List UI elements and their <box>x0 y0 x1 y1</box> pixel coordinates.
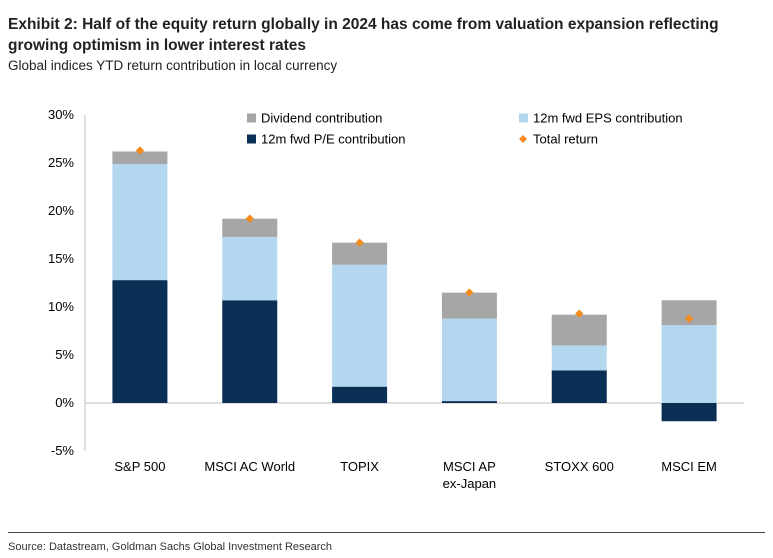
total-return-marker <box>135 146 145 155</box>
y-tick-label: 10% <box>48 299 74 314</box>
y-tick-label: 25% <box>48 155 74 170</box>
y-tick-label: 20% <box>48 203 74 218</box>
total-return-marker <box>465 288 474 297</box>
x-category-label: S&P 500 <box>114 459 165 474</box>
bar-eps-segment <box>661 325 717 403</box>
total-return-marker <box>355 238 364 247</box>
bar-pe-segment <box>551 370 607 403</box>
x-category-label: STOXX 600 <box>545 459 614 474</box>
legend-label: 12m fwd P/E contribution <box>261 132 406 147</box>
total-return-marker <box>684 314 694 323</box>
legend-label: Total return <box>533 132 598 147</box>
chart-subtitle: Global indices YTD return contribution i… <box>8 58 338 73</box>
x-category-label: MSCI AP <box>443 459 496 474</box>
bar-pe-segment <box>332 386 388 403</box>
x-category-label: MSCI EM <box>661 459 717 474</box>
bar-dividend-segment <box>222 218 278 237</box>
y-tick-label: 30% <box>48 107 74 122</box>
source-note: Source: Datastream, Goldman Sachs Global… <box>8 541 333 553</box>
bar-dividend-segment <box>441 292 497 319</box>
legend-swatch-total <box>519 135 527 143</box>
bar-pe-segment <box>112 280 168 403</box>
legend-swatch-eps <box>519 113 528 123</box>
bar-pe-segment <box>661 403 717 422</box>
bar-eps-segment <box>112 163 168 281</box>
y-tick-label: 15% <box>48 251 74 266</box>
bar-eps-segment <box>441 318 497 402</box>
x-category-label: ex-Japan <box>443 476 496 491</box>
legend-label: Dividend contribution <box>261 111 382 126</box>
x-category-label: MSCI AC World <box>204 459 295 474</box>
y-tick-label: 5% <box>55 347 74 362</box>
stacked-bar-chart: 30% 25% 20% 15% 10% 5% 0% -5% S&P 500 MSCI AC Wor… <box>48 107 744 491</box>
bar-dividend-segment <box>551 314 607 346</box>
x-category-label: TOPIX <box>340 459 379 474</box>
total-return-marker <box>245 214 254 223</box>
bar-dividend-segment <box>112 151 168 164</box>
legend-swatch-dividend <box>247 113 256 123</box>
bar-eps-segment <box>222 236 278 301</box>
legend-swatch-pe <box>247 134 256 144</box>
bar-pe-segment <box>222 300 278 403</box>
bar-dividend-segment <box>332 242 388 265</box>
bar-eps-segment <box>551 345 607 371</box>
legend-label: 12m fwd EPS contribution <box>533 111 683 126</box>
bar-eps-segment <box>332 264 388 387</box>
footer-divider <box>8 532 765 533</box>
bar-pe-segment <box>441 401 497 403</box>
total-return-marker <box>575 309 584 318</box>
chart-title: Exhibit 2: Half of the equity return glo… <box>8 16 719 54</box>
y-tick-label: 0% <box>55 395 74 410</box>
y-tick-label: -5% <box>51 443 75 458</box>
